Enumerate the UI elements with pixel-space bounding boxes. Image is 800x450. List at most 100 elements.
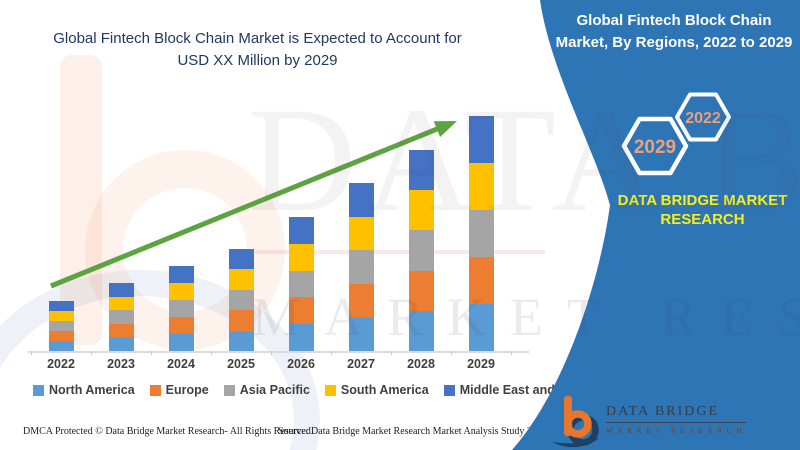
bar-segment-europe	[108, 323, 134, 338]
x-axis-tick	[331, 351, 332, 355]
company-logo-icon	[552, 396, 600, 448]
legend: North America Europe Asia Pacific South Ame…	[33, 383, 593, 397]
bar-segment-asia-pacific	[228, 289, 254, 311]
chart-title-line2: USD XX Million by 2029	[177, 52, 338, 69]
panel-title-line2: Market, By Regions, 2022 to 2029	[555, 34, 793, 51]
x-axis-tick	[31, 351, 32, 355]
brand-name-line1: DATA BRIDGE MARKET	[617, 192, 788, 209]
bar-segment-south-america	[108, 296, 134, 311]
legend-label: North America	[49, 383, 135, 397]
bar-segment-south-america	[468, 163, 494, 210]
x-axis-tick	[151, 351, 152, 355]
x-axis-tick	[511, 351, 512, 355]
bar-segment-middle-east-and-africa	[468, 116, 494, 163]
x-axis-label: 2025	[227, 357, 255, 371]
legend-swatch	[149, 384, 161, 396]
x-axis-label: 2023	[107, 357, 135, 371]
legend-label: Europe	[165, 383, 209, 397]
bar-segment-north-america	[348, 317, 374, 351]
bar-segment-asia-pacific	[168, 300, 194, 317]
bar-segment-asia-pacific	[408, 230, 434, 271]
legend-swatch	[223, 384, 235, 396]
bar-segment-north-america	[108, 337, 134, 351]
bar-segment-middle-east-and-africa	[168, 266, 194, 283]
bar-segment-asia-pacific	[48, 321, 74, 331]
hexagon-2022	[675, 92, 731, 142]
bar-segment-europe	[168, 317, 194, 334]
bar-2025	[228, 249, 254, 351]
bar-segment-north-america	[168, 334, 194, 351]
legend-swatch	[324, 384, 336, 396]
legend-item-south-america: South America	[324, 383, 429, 397]
bar-segment-south-america	[288, 243, 314, 271]
bar-segment-middle-east-and-africa	[48, 301, 74, 311]
x-axis-tick	[451, 351, 452, 355]
bar-segment-middle-east-and-africa	[348, 183, 374, 217]
bar-2023	[108, 283, 134, 351]
x-axis-label: 2026	[287, 357, 315, 371]
legend-item-europe: Europe	[149, 383, 209, 397]
panel-title: Global Fintech Block Chain Market, By Re…	[555, 10, 793, 54]
bar-segment-europe	[348, 283, 374, 318]
bar-2024	[168, 266, 194, 351]
x-axis-line	[28, 351, 529, 353]
x-axis-tick	[211, 351, 212, 355]
bar-segment-middle-east-and-africa	[288, 217, 314, 244]
bar-segment-middle-east-and-africa	[408, 150, 434, 191]
bar-segment-north-america	[468, 304, 494, 351]
company-logo: DATA BRIDGE MARKET RESEARCH	[552, 394, 747, 450]
bar-segment-south-america	[48, 311, 74, 321]
x-axis-label: 2028	[407, 357, 435, 371]
legend-label: Asia Pacific	[239, 383, 310, 397]
bar-segment-north-america	[48, 341, 74, 351]
bar-segment-asia-pacific	[288, 270, 314, 298]
bar-segment-europe	[228, 310, 254, 331]
logo-title: DATA BRIDGE	[606, 404, 747, 423]
bar-segment-north-america	[228, 330, 254, 351]
hexagon-2029	[621, 116, 689, 176]
x-axis-label: 2024	[167, 357, 195, 371]
dmca-notice: DMCA Protected © Data Bridge Market Rese…	[23, 426, 314, 437]
x-axis-label: 2029	[467, 357, 495, 371]
bar-segment-europe	[48, 331, 74, 341]
company-logo-text: DATA BRIDGE MARKET RESEARCH	[606, 404, 747, 435]
legend-label: Middle East and Africa	[459, 383, 594, 397]
bar-segment-north-america	[288, 324, 314, 351]
legend-swatch	[443, 384, 455, 396]
x-axis-tick	[91, 351, 92, 355]
source-note: Source: Data Bridge Market Research Mark…	[278, 426, 547, 437]
bar-2029	[468, 116, 494, 351]
bar-segment-europe	[408, 270, 434, 311]
bar-2026	[288, 217, 314, 351]
bar-segment-asia-pacific	[468, 210, 494, 257]
bar-segment-south-america	[348, 216, 374, 251]
legend-item-asia-pacific: Asia Pacific	[223, 383, 310, 397]
brand-name: DATA BRIDGE MARKET RESEARCH	[605, 191, 800, 229]
logo-subtitle: MARKET RESEARCH	[606, 426, 747, 435]
bar-2022	[48, 301, 74, 351]
hexagon-2029-label: 2029	[634, 137, 676, 158]
hexagon-2022-label: 2022	[685, 110, 721, 127]
chart-title-line1: Global Fintech Block Chain Market is Exp…	[53, 30, 462, 47]
x-axis-tick	[391, 351, 392, 355]
legend-item-middle-east-and-africa: Middle East and Africa	[443, 383, 594, 397]
legend-item-north-america: North America	[33, 383, 135, 397]
bar-segment-south-america	[168, 283, 194, 300]
bar-segment-asia-pacific	[108, 310, 134, 324]
brand-name-line2: RESEARCH	[660, 211, 745, 228]
bar-segment-europe	[288, 297, 314, 325]
bar-segment-middle-east-and-africa	[108, 283, 134, 297]
bar-segment-south-america	[408, 190, 434, 231]
bar-2028	[408, 150, 434, 351]
x-axis-label: 2027	[347, 357, 375, 371]
chart-title: Global Fintech Block Chain Market is Exp…	[30, 28, 485, 72]
bar-segment-middle-east-and-africa	[228, 249, 254, 270]
panel-title-line1: Global Fintech Block Chain	[576, 12, 772, 29]
x-axis-label: 2022	[47, 357, 75, 371]
legend-swatch	[33, 384, 44, 396]
bar-segment-north-america	[408, 310, 434, 351]
bar-2027	[348, 183, 374, 351]
bar-segment-asia-pacific	[348, 250, 374, 284]
legend-label: South America	[340, 383, 429, 397]
